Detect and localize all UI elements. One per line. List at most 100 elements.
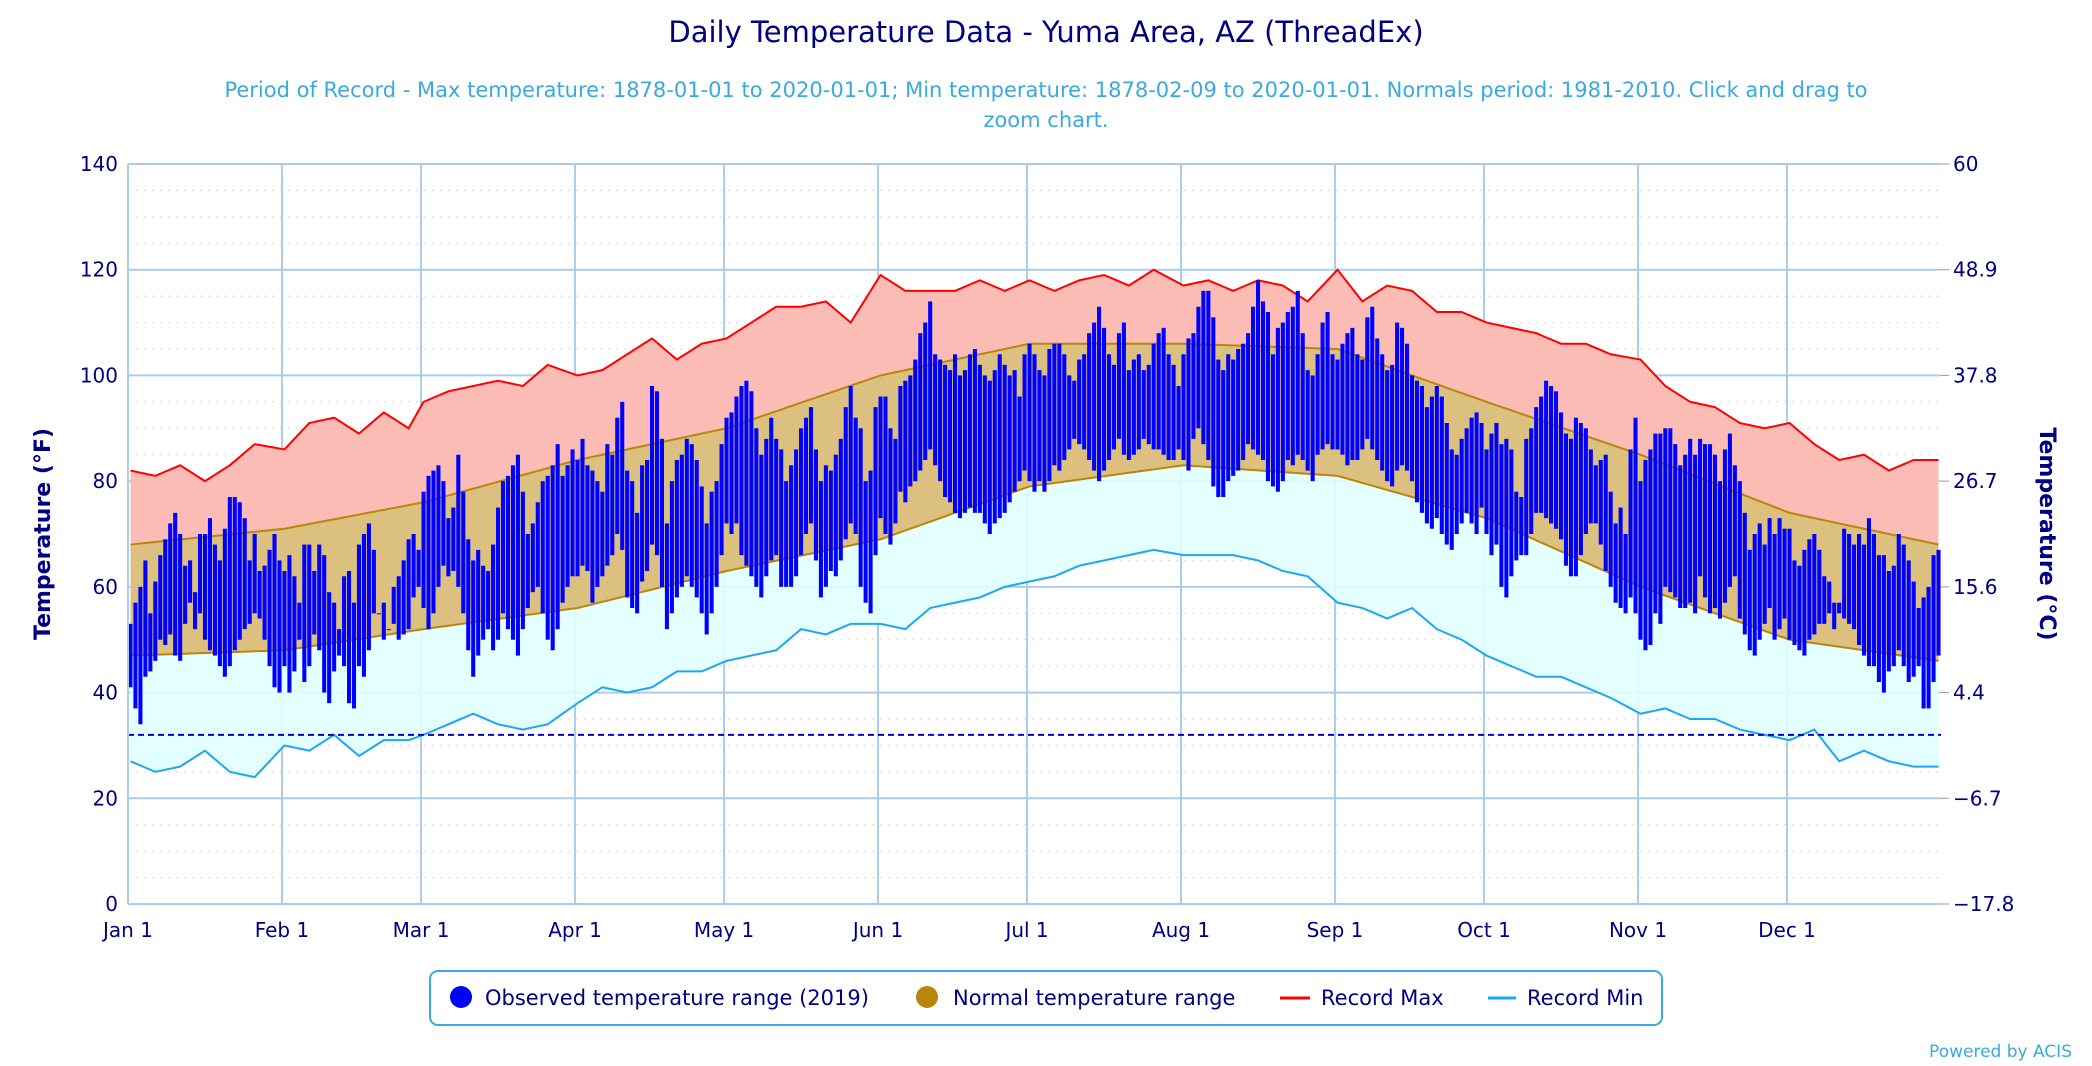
- observed-bar: [1707, 444, 1713, 614]
- observed-bar: [1390, 364, 1395, 487]
- observed-bar: [1002, 364, 1007, 513]
- observed-bar: [535, 502, 540, 587]
- observed-bar: [342, 576, 347, 667]
- observed-bar: [1817, 549, 1822, 624]
- legend-item-record-min[interactable]: Record Min: [1488, 986, 1644, 1010]
- observed-bar: [376, 613, 381, 615]
- observed-bar: [327, 592, 332, 704]
- observed-bar: [744, 380, 749, 566]
- observed-bar: [1206, 290, 1211, 460]
- observed-bar: [873, 407, 878, 556]
- record-max-line: [130, 268, 1939, 483]
- observed-bar: [833, 454, 838, 577]
- observed-bar: [1052, 343, 1057, 466]
- observed-bar: [322, 555, 327, 693]
- observed-bar: [525, 534, 530, 608]
- powered-by-acis-link[interactable]: Powered by ACIS: [1929, 1042, 2072, 1062]
- observed-bar: [386, 629, 391, 631]
- observed-bar: [1126, 370, 1131, 460]
- observed-bar: [1762, 544, 1767, 624]
- observed-bar: [1226, 354, 1231, 482]
- observed-bar: [843, 407, 848, 540]
- observed-bar: [1936, 549, 1941, 656]
- observed-bar: [1196, 306, 1201, 429]
- observed-bar: [689, 444, 694, 587]
- observed-bar: [1588, 449, 1593, 524]
- observed-bar: [928, 301, 933, 450]
- observed-bar: [1876, 555, 1881, 682]
- observed-bar: [933, 354, 938, 466]
- observed-bar: [1539, 396, 1544, 513]
- observed-bar: [1449, 449, 1454, 550]
- observed-bar: [1032, 354, 1037, 492]
- observed-bar: [1464, 428, 1469, 513]
- observed-bar: [207, 518, 212, 651]
- observed-bar: [1658, 433, 1663, 624]
- observed-bar: [431, 470, 436, 614]
- observed-bar: [500, 481, 506, 614]
- legend-item-record-max[interactable]: Record Max: [1280, 986, 1444, 1010]
- observed-bar: [883, 396, 888, 534]
- observed-bar: [903, 380, 908, 503]
- observed-bar: [1141, 370, 1146, 439]
- observed-bar: [356, 544, 362, 667]
- observed-bar: [491, 544, 496, 651]
- observed-bar: [267, 549, 272, 667]
- observed-bar: [1698, 438, 1703, 577]
- x-tick-label: Nov 1: [1609, 918, 1667, 942]
- observed-bar: [361, 534, 366, 677]
- x-tick-label: Feb 1: [255, 918, 310, 942]
- legend-item-observed[interactable]: Observed temperature range (2019): [450, 986, 869, 1010]
- observed-bar: [1459, 438, 1464, 524]
- observed-bar: [1901, 544, 1906, 667]
- observed-bar: [1563, 433, 1569, 566]
- observed-bar: [1251, 306, 1256, 450]
- observed-bar: [520, 491, 525, 630]
- observed-bar: [719, 444, 724, 556]
- observed-bar: [595, 481, 600, 587]
- observed-bar: [1285, 312, 1290, 460]
- plot-area[interactable]: 0 −17.8 20 −6.7 40 4.4 60 15.6 80 26.7 100 37.8 120 4…: [80, 152, 2014, 942]
- observed-bar: [1613, 523, 1618, 603]
- observed-bar: [1290, 306, 1295, 466]
- observed-bar: [1265, 312, 1270, 482]
- y-tick-label-right: 15.6: [1953, 575, 1998, 599]
- legend-item-normal[interactable]: Normal temperature range: [916, 986, 1235, 1010]
- observed-bar: [496, 507, 501, 640]
- observed-bar: [704, 523, 709, 635]
- observed-bar: [1807, 539, 1812, 640]
- observed-bar: [1375, 338, 1380, 460]
- legend-label-normal: Normal temperature range: [953, 986, 1235, 1010]
- observed-bar: [282, 571, 287, 667]
- observed-bar: [1663, 428, 1668, 587]
- observed-bar: [813, 449, 818, 561]
- y-tick-label-right: −17.8: [1953, 892, 2014, 916]
- observed-bar: [1300, 333, 1305, 460]
- observed-bar: [1688, 438, 1693, 603]
- observed-bar: [1072, 380, 1077, 439]
- observed-bar: [1782, 528, 1787, 619]
- observed-bar: [1852, 544, 1857, 630]
- observed-bar: [1886, 571, 1891, 672]
- observed-bar: [143, 560, 148, 677]
- observed-bar: [1638, 481, 1643, 640]
- observed-bar: [1554, 391, 1559, 529]
- observed-bar: [133, 602, 138, 709]
- x-tick-label: Aug 1: [1152, 918, 1210, 942]
- observed-bar: [957, 375, 963, 519]
- observed-bar: [1896, 534, 1901, 651]
- y-axis-label-left: Temperature (°F): [31, 428, 56, 640]
- observed-bar: [1787, 528, 1792, 640]
- observed-bar: [481, 565, 486, 640]
- observed-bar: [416, 549, 421, 587]
- observed-bar: [1429, 396, 1434, 529]
- observed-bar: [967, 354, 972, 508]
- observed-bar: [1454, 454, 1459, 534]
- observed-bar: [351, 602, 357, 709]
- observed-bar: [1161, 327, 1166, 455]
- observed-bar: [888, 428, 893, 545]
- observed-bar: [510, 465, 515, 640]
- observed-bar: [714, 481, 719, 587]
- x-tick-label: Jan 1: [101, 918, 153, 942]
